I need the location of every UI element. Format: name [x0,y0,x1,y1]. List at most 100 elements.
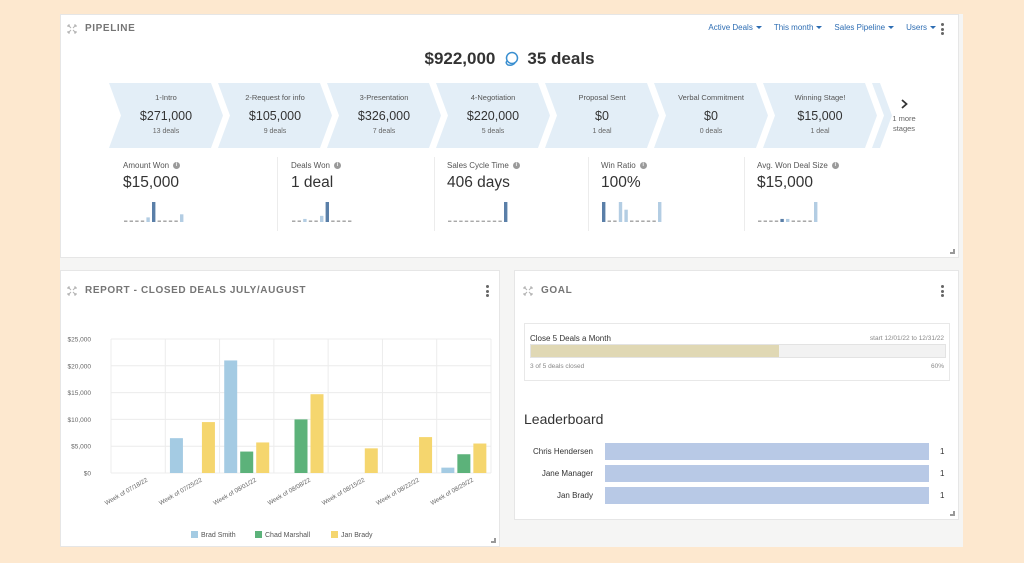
metric-win-ratio[interactable]: Win Ratio i 100% [601,157,662,233]
metric-divider [434,157,435,231]
stage-count: 1 deal [592,128,612,135]
total-amount: $922,000 [424,49,496,68]
sparkline-bar [180,214,184,222]
drag-handle-icon[interactable] [523,285,533,296]
sparkline-bar [314,220,318,222]
y-tick-label: $0 [84,471,92,478]
sparkline-bar [618,202,623,222]
metric-label: Amount Won [123,161,170,170]
resize-handle[interactable] [950,249,955,254]
caret-down-icon [888,26,895,29]
stage-amount: $105,000 [248,109,302,123]
sparkline-bar [602,202,606,222]
drag-handle-icon[interactable] [67,23,77,34]
stage-proposal-sent[interactable]: Proposal Sent $0 1 deal [545,83,659,148]
goal-panel[interactable]: Close 5 Deals a Month start 12/01/22 to … [524,323,950,381]
sparkline-bar [342,220,346,222]
pipeline-stages: 1-Intro $271,000 13 deals 2-Request for … [109,83,892,148]
info-icon[interactable]: i [831,162,839,169]
pipeline-title: PIPELINE [85,23,136,34]
sparkline-bar [303,218,307,222]
stage-name: 4-Negotiation [470,93,516,102]
sparkline-bar [168,220,173,222]
legend-label[interactable]: Chad Marshall [265,532,311,539]
leaderboard-row[interactable]: Jan Brady 1 [515,487,960,505]
bar-brad-smith[interactable] [224,360,238,473]
stage-winning[interactable]: Winning Stage! $15,000 1 deal [763,83,877,148]
stage-amount: $271,000 [139,109,193,123]
legend-swatch [331,531,338,538]
bar-chad-marshall[interactable] [457,454,471,473]
bar-chad-marshall[interactable] [240,451,254,473]
stage-verbal-commitment[interactable]: Verbal Commitment $0 0 deals [654,83,768,148]
filter-active-deals[interactable]: Active Deals [708,23,762,32]
filter-users[interactable]: Users [906,23,936,32]
resize-handle[interactable] [950,511,955,516]
sparkline-bar [769,220,773,222]
bar-jan-brady[interactable] [201,422,215,473]
bar-jan-brady[interactable] [364,448,378,473]
filter-this-month[interactable]: This month [774,23,823,32]
legend-label[interactable]: Jan Brady [341,532,373,539]
pipeline-metrics: Amount Won i $15,000 Deals Won i 1 deal Sa… [107,157,927,237]
info-icon[interactable]: i [173,162,181,169]
report-title: REPORT - CLOSED DEALS JULY/AUGUST [85,285,307,296]
metric-sparkline [447,201,511,223]
stage-count: 1 deal [810,128,830,135]
report-header: REPORT - CLOSED DEALS JULY/AUGUST [67,285,306,296]
sparkline-bar [487,220,491,222]
stage-intro[interactable]: 1-Intro $271,000 13 deals [109,83,223,148]
sparkline-bar [808,220,812,222]
stage-name: 1-Intro [155,93,177,102]
stage-count: 9 deals [263,128,287,135]
goal-more-icon[interactable] [940,285,944,297]
legend-label[interactable]: Brad Smith [201,532,236,539]
leaderboard-row[interactable]: Jane Manager 1 [515,465,960,483]
caret-down-icon [816,26,823,29]
stage-request-for-info[interactable]: 2-Request for info $105,000 9 deals [218,83,332,148]
metric-divider [588,157,589,231]
bar-brad-smith[interactable] [441,467,455,473]
leaderboard-bar [605,443,929,460]
metric-value: $15,000 [757,174,814,191]
filter-sales-pipeline[interactable]: Sales Pipeline [834,23,895,32]
stage-presentation[interactable]: 3-Presentation $326,000 7 deals [327,83,441,148]
bar-jan-brady[interactable] [473,443,487,473]
sparkline-bar [481,220,485,222]
x-tick-label: Week of 07/18/22 [104,476,150,507]
caret-down-icon [930,26,936,29]
bar-chad-marshall[interactable] [294,419,308,473]
bar-jan-brady[interactable] [419,437,433,473]
stage-negotiation[interactable]: 4-Negotiation $220,000 5 deals [436,83,550,148]
metric-avg-won-deal-size[interactable]: Avg. Won Deal Size i $15,000 [757,157,839,233]
more-stages-line2: stages [892,124,916,133]
pipeline-header: PIPELINE [67,23,135,34]
leaderboard-row[interactable]: Chris Hendersen 1 [515,443,960,461]
filter-label: This month [773,23,814,32]
metric-sparkline [291,201,355,223]
bar-jan-brady[interactable] [256,442,270,473]
goal-status: 3 of 5 deals closed [530,363,585,370]
resize-handle[interactable] [491,538,496,543]
stage-name: Verbal Commitment [678,93,744,102]
bar-jan-brady[interactable] [310,394,324,473]
info-icon[interactable]: i [333,162,341,169]
pipeline-more-icon[interactable] [940,23,944,35]
pipeline-card: PIPELINE Active Deals This month Sales P… [60,14,959,258]
metric-amount-won[interactable]: Amount Won i $15,000 [123,157,184,233]
stage-count: 5 deals [481,128,505,135]
info-icon[interactable]: i [512,162,520,169]
metric-deals-won[interactable]: Deals Won i 1 deal [291,157,352,233]
drag-handle-icon[interactable] [67,285,77,296]
y-tick-label: $25,000 [68,337,92,344]
filter-label: Active Deals [708,23,753,32]
stage-name: Winning Stage! [794,93,846,102]
sparkline-bar [459,220,463,222]
info-icon[interactable]: i [639,162,647,169]
bar-brad-smith[interactable] [169,438,183,473]
report-more-icon[interactable] [485,285,489,297]
more-stages-button[interactable]: 1 more stages [889,99,919,134]
sparkline-bar [780,218,784,222]
metric-label: Deals Won [291,161,330,170]
metric-sales-cycle-time[interactable]: Sales Cycle Time i 406 days [447,157,520,233]
